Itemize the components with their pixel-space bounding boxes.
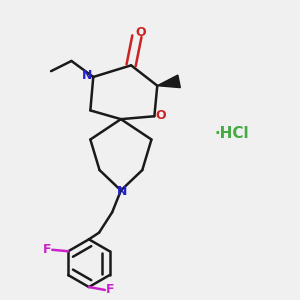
Text: F: F	[43, 243, 51, 256]
Text: O: O	[155, 109, 166, 122]
Text: N: N	[117, 185, 128, 198]
Text: N: N	[82, 69, 92, 82]
Polygon shape	[157, 75, 180, 88]
Text: F: F	[106, 284, 114, 296]
Text: O: O	[135, 26, 146, 39]
Text: ·HCl: ·HCl	[214, 126, 249, 141]
